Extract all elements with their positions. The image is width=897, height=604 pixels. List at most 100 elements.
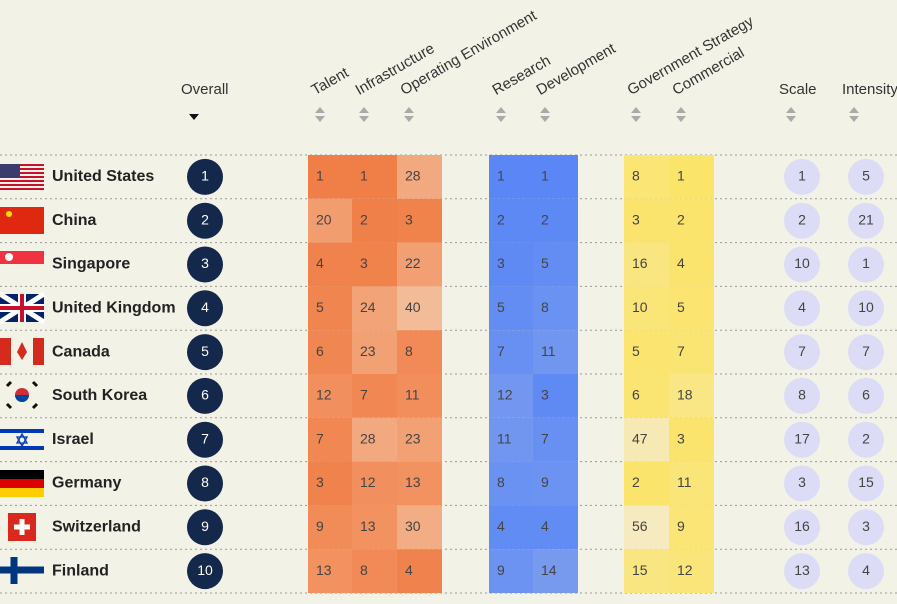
table-row: South Korea 6 12 7 11 12 3 6 18 8 6 (5, 374, 884, 418)
cell-value: 9 (316, 518, 324, 534)
cell-value: 23 (405, 430, 421, 446)
cell-value: 5 (541, 255, 549, 271)
cell-value: 56 (632, 518, 648, 534)
overall-badge (187, 158, 223, 195)
sort-arrow-up[interactable] (315, 107, 325, 113)
cell-value: 3 (405, 211, 413, 227)
heat-cell (669, 549, 714, 593)
cell-value: 5 (632, 343, 640, 359)
cell-value: 6 (632, 387, 640, 403)
sort-arrow-down[interactable] (676, 116, 686, 122)
flag-star (15, 432, 29, 448)
heat-cell (624, 198, 669, 243)
cell-value: 6 (316, 343, 324, 359)
flag-band (0, 488, 44, 497)
heat-cell (397, 461, 442, 506)
sort-arrow-up[interactable] (404, 107, 414, 113)
heat-cell (489, 417, 534, 462)
flag-band (0, 470, 44, 479)
country-name: Switzerland (52, 519, 141, 536)
overall-badge (187, 553, 223, 590)
cell-value: 2 (677, 211, 685, 227)
cell-value: 23 (360, 343, 376, 359)
sort-arrow-down[interactable] (631, 116, 641, 122)
heat-cell (352, 417, 397, 462)
overall-rank: 3 (201, 255, 209, 271)
heat-cell (397, 242, 442, 287)
heat-cell (397, 286, 442, 331)
heat-cell (669, 198, 714, 243)
flag-stripe (0, 176, 44, 178)
heat-cell (489, 155, 534, 199)
rank-badge (848, 334, 884, 371)
flag-right (33, 338, 44, 365)
country-name: Israel (52, 431, 94, 448)
sort-arrow-up[interactable] (676, 107, 686, 113)
overall-rank: 1 (201, 168, 209, 184)
cell-value: 2 (632, 474, 640, 490)
sort-arrow-down[interactable] (315, 116, 325, 122)
flag-stripe (0, 429, 44, 433)
rank-badge (848, 553, 884, 590)
cell-value: 3 (541, 387, 549, 403)
cell-value: 1 (497, 168, 505, 184)
column-header[interactable]: Overall (181, 81, 229, 98)
flag-stripe (0, 168, 44, 170)
cell-value: 11 (405, 387, 420, 403)
flag-leaf (17, 342, 27, 360)
overall-badge (187, 377, 223, 414)
overall-badge (187, 334, 223, 371)
sort-arrow-down[interactable] (786, 116, 796, 122)
sort-arrow-down[interactable] (540, 116, 550, 122)
column-header[interactable]: Scale (779, 81, 817, 98)
sort-arrow-down[interactable] (404, 116, 414, 122)
heat-cell (308, 374, 353, 418)
rank-value: 8 (798, 387, 806, 403)
flag-taeguk-blue (15, 395, 29, 402)
rank-badge (784, 246, 820, 283)
rank-value: 6 (862, 387, 870, 403)
flag-stripe (0, 188, 44, 190)
sort-arrow[interactable] (189, 114, 199, 120)
heat-cell (489, 242, 534, 287)
heat-cell (352, 330, 397, 374)
cell-value: 3 (360, 255, 368, 271)
heat-cell (669, 417, 714, 462)
cell-value: 8 (360, 562, 368, 578)
sort-arrow-up[interactable] (786, 107, 796, 113)
sort-arrow-up[interactable] (359, 107, 369, 113)
cell-value: 7 (360, 387, 368, 403)
rank-value: 2 (798, 211, 806, 227)
rank-value: 13 (794, 562, 810, 578)
heat-cell (308, 549, 353, 593)
heat-cell (352, 549, 397, 593)
cell-value: 28 (405, 168, 421, 184)
cell-value: 1 (316, 168, 324, 184)
cell-value: 4 (405, 562, 413, 578)
sort-arrow-up[interactable] (849, 107, 859, 113)
rank-badge (784, 465, 820, 502)
sort-arrow-down[interactable] (849, 116, 859, 122)
cell-value: 24 (360, 299, 376, 315)
heat-cell (308, 242, 353, 287)
cell-value: 7 (497, 343, 505, 359)
rank-value: 3 (798, 474, 806, 490)
heat-cell (669, 155, 714, 199)
table-row: Israel 7 7 28 23 11 7 47 3 17 2 (0, 417, 884, 462)
column-header[interactable]: Talent (308, 64, 352, 99)
sort-arrow-down[interactable] (359, 116, 369, 122)
heat-cell (624, 417, 669, 462)
rank-value: 17 (794, 430, 810, 446)
heat-cell (352, 461, 397, 506)
overall-badge (187, 421, 223, 458)
heat-cell (624, 374, 669, 418)
sort-arrow-up[interactable] (631, 107, 641, 113)
column-header[interactable]: Intensity (842, 81, 897, 98)
sort-arrow-up[interactable] (496, 107, 506, 113)
flag-cross (0, 557, 44, 584)
sort-arrow-down[interactable] (496, 116, 506, 122)
heat-cell (308, 330, 353, 374)
cell-value: 3 (677, 430, 685, 446)
sort-arrow-up[interactable] (540, 107, 550, 113)
